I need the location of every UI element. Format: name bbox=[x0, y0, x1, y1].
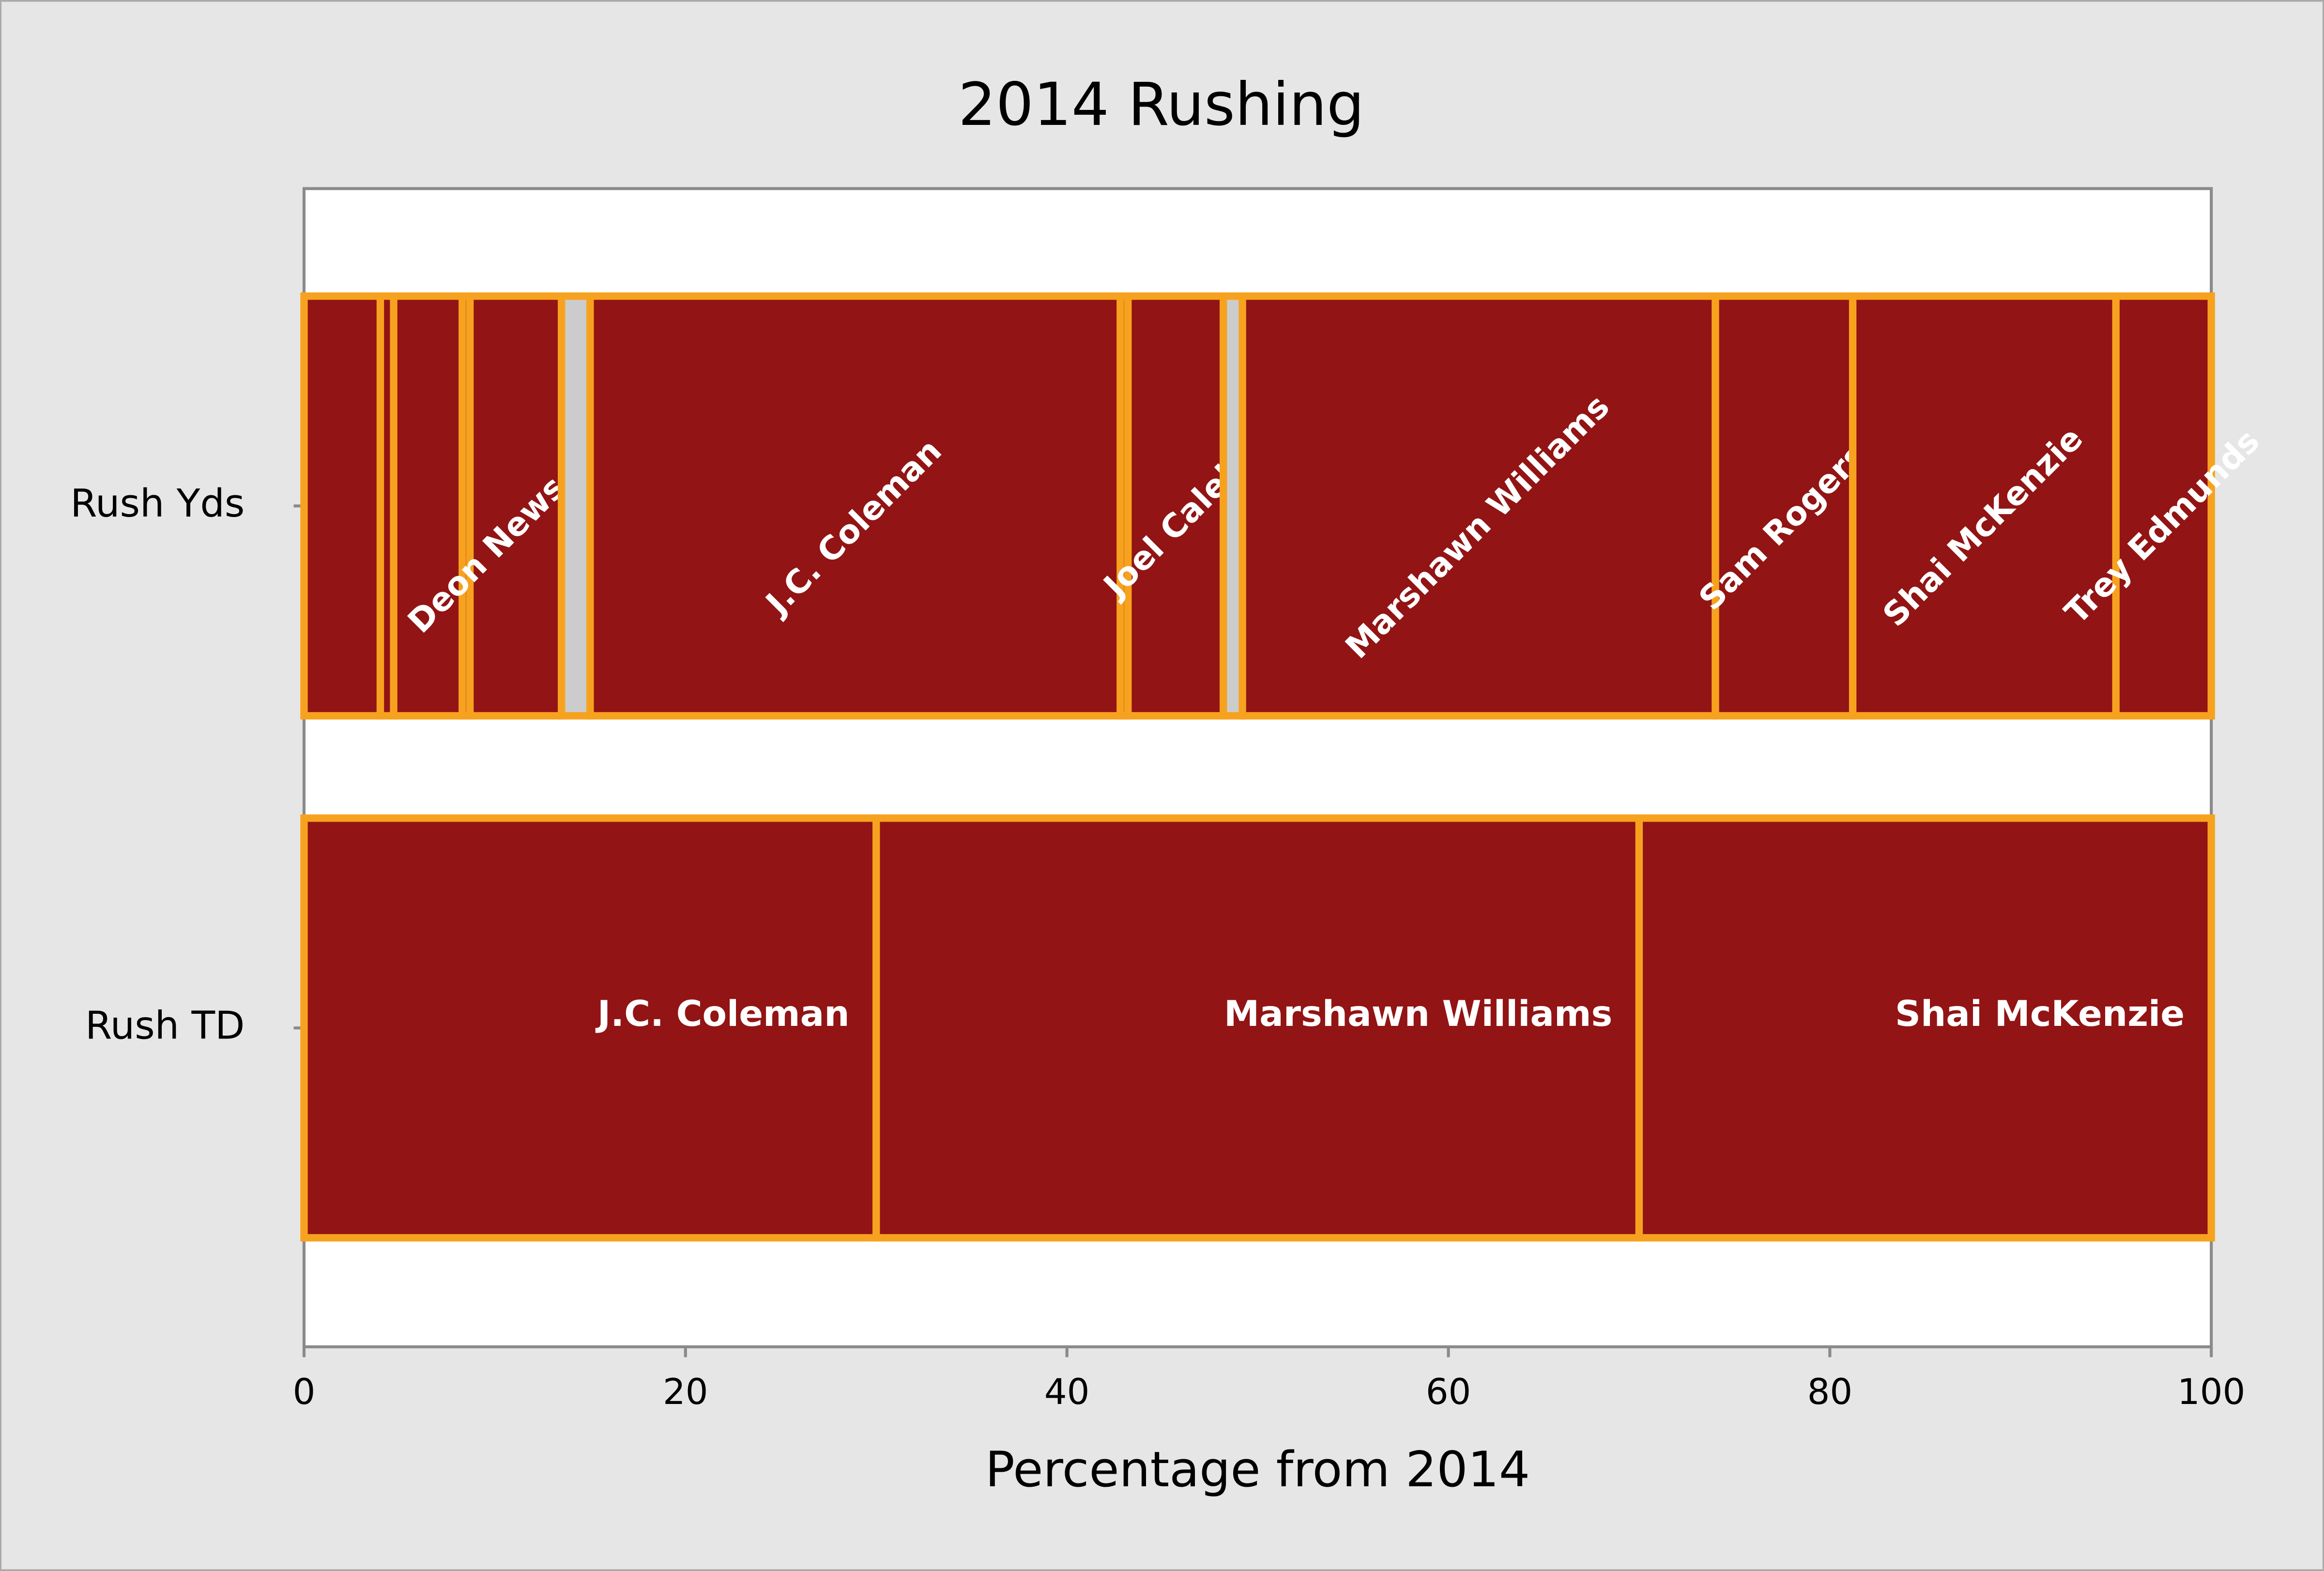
bar-segment bbox=[390, 292, 466, 720]
bar-segment bbox=[466, 292, 566, 720]
bar-segment bbox=[1635, 814, 2215, 1242]
bar-segment bbox=[558, 292, 594, 720]
segment-label: J.C. Coleman bbox=[595, 993, 850, 1035]
bar-segment bbox=[586, 292, 1124, 720]
bar-segment bbox=[300, 292, 384, 720]
x-tick-label: 20 bbox=[663, 1372, 708, 1413]
bar-segment bbox=[1712, 292, 1857, 720]
x-axis-label: Percentage from 2014 bbox=[985, 1441, 1530, 1498]
bar-segment bbox=[2112, 292, 2215, 720]
x-tick-label: 0 bbox=[293, 1372, 316, 1413]
x-tick-label: 100 bbox=[2177, 1372, 2245, 1413]
bar-segment bbox=[872, 814, 1643, 1242]
segment-label: Shai McKenzie bbox=[1895, 993, 2185, 1035]
x-tick-label: 40 bbox=[1044, 1372, 1090, 1413]
segment-label: Marshawn Williams bbox=[1224, 993, 1612, 1035]
bar-segment bbox=[1238, 292, 1719, 720]
bar-segment bbox=[1849, 292, 2120, 720]
chart-title: 2014 Rushing bbox=[958, 70, 1364, 139]
x-tick-label: 80 bbox=[1807, 1372, 1853, 1413]
y-tick-label: Rush TD bbox=[85, 1003, 245, 1048]
x-tick-label: 60 bbox=[1426, 1372, 1471, 1413]
y-tick-label: Rush Yds bbox=[70, 481, 245, 526]
bar-segment bbox=[300, 814, 880, 1242]
